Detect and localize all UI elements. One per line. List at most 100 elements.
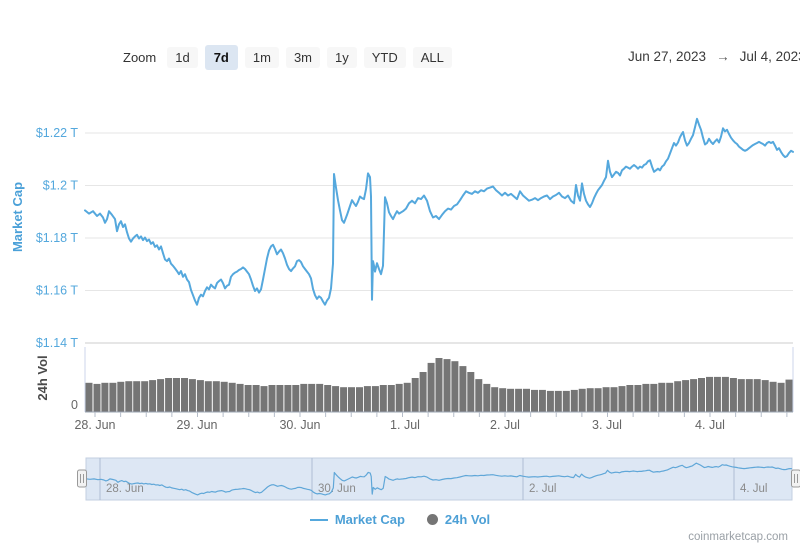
- zoom-button-7d[interactable]: 7d: [204, 44, 238, 70]
- volume-bar: [467, 372, 475, 412]
- volume-bar: [618, 386, 626, 412]
- watermark: coinmarketcap.com: [688, 531, 788, 543]
- volume-bar: [745, 379, 753, 412]
- volume-bar: [403, 382, 411, 412]
- zoom-button-1d[interactable]: 1d: [167, 46, 198, 68]
- volume-bar: [117, 381, 125, 412]
- volume-bar: [642, 383, 650, 412]
- y-axis-tick-label: $1.14 T: [36, 336, 79, 350]
- volume-bar: [586, 388, 594, 412]
- volume-bar: [165, 378, 173, 412]
- y-axis-title-marketcap: Market Cap: [10, 182, 25, 252]
- legend-label: 24h Vol: [444, 512, 491, 527]
- volume-bar: [706, 376, 713, 412]
- volume-bar: [698, 378, 705, 412]
- x-axis-day-label: 29. Jun: [176, 418, 217, 432]
- volume-bar: [777, 382, 785, 412]
- volume-bar: [531, 389, 538, 412]
- volume-bar: [499, 388, 507, 412]
- navigator-selected-range[interactable]: [85, 457, 793, 501]
- volume-bar: [658, 382, 666, 412]
- zoom-button-1m[interactable]: 1m: [244, 46, 279, 68]
- volume-bar: [483, 383, 491, 412]
- volume-bar: [316, 383, 324, 412]
- volume-bar: [546, 390, 554, 412]
- x-axis-day-label: 3. Jul: [592, 418, 622, 432]
- navigator-right-handle[interactable]: [791, 469, 800, 488]
- volume-bar: [570, 389, 578, 412]
- legend-label: Market Cap: [334, 512, 405, 527]
- navigator-day-label: 4. Jul: [740, 483, 768, 495]
- y-axis-tick-label: $1.22 T: [36, 126, 79, 140]
- volume-zero-label: 0: [71, 398, 78, 412]
- volume-bar: [292, 385, 300, 412]
- volume-bar: [610, 387, 618, 412]
- navigator-handle-grip[interactable]: [791, 469, 800, 488]
- volume-bar: [729, 378, 737, 412]
- volume-bar: [451, 361, 459, 412]
- volume-bar: [308, 383, 316, 412]
- volume-bar: [101, 382, 109, 412]
- line-marker-icon: [309, 518, 328, 521]
- navigator-series-path: [85, 462, 793, 496]
- volume-bar: [690, 379, 698, 412]
- navigator-left-handle[interactable]: [77, 469, 87, 488]
- volume-bar: [141, 381, 149, 412]
- volume-bar: [85, 382, 93, 412]
- date-range-to[interactable]: Jul 4, 2023: [739, 49, 800, 64]
- volume-bar: [713, 376, 721, 412]
- navigator-day-label: 28. Jun: [106, 483, 144, 495]
- marketcap-line: [84, 117, 794, 306]
- x-axis-day-label: 1. Jul: [390, 418, 420, 432]
- y-axis-tick-label: $1.2 T: [43, 179, 79, 193]
- marketcap-series-path[interactable]: [84, 117, 794, 306]
- volume-bar: [578, 388, 586, 412]
- volume-bar: [626, 385, 634, 412]
- volume-bar: [674, 381, 682, 412]
- volume-bar: [753, 379, 761, 412]
- volume-bar: [340, 387, 348, 412]
- chart-legend: Market Cap 24h Vol: [0, 512, 800, 527]
- zoom-button-ytd[interactable]: YTD: [363, 46, 406, 68]
- legend-item-24h-vol[interactable]: 24h Vol: [426, 512, 491, 527]
- volume-bar: [332, 386, 340, 412]
- volume-bar: [93, 383, 101, 412]
- volume-bar: [427, 362, 435, 412]
- zoom-button-all[interactable]: ALL: [412, 46, 452, 68]
- volume-bar: [220, 381, 228, 412]
- volume-bar: [188, 379, 196, 412]
- volume-bar: [769, 381, 777, 412]
- volume-bar: [634, 385, 642, 412]
- zoom-button-1y[interactable]: 1y: [327, 46, 357, 68]
- x-axis: 28. Jun 29. Jun 30. Jun 1. Jul 2. Jul 3. Jul 4…: [74, 411, 793, 432]
- volume-bar: [276, 385, 284, 412]
- volume-bar: [443, 359, 451, 412]
- volume-bar: [149, 380, 157, 412]
- volume-bar: [515, 388, 523, 412]
- volume-bar: [594, 388, 602, 412]
- volume-bar: [387, 385, 395, 412]
- date-range[interactable]: Jun 27, 2023 → Jul 4, 2023: [628, 49, 800, 64]
- zoom-button-3m[interactable]: 3m: [285, 46, 320, 68]
- date-range-from[interactable]: Jun 27, 2023: [628, 49, 707, 64]
- x-axis-day-label: 30. Jun: [279, 418, 320, 432]
- volume-bar: [173, 378, 180, 412]
- y-axis-tick-label: $1.16 T: [36, 284, 79, 298]
- volume-bar: [682, 380, 690, 412]
- volume-bar: [348, 387, 355, 412]
- volume-bar: [125, 381, 133, 412]
- volume-bar: [228, 382, 236, 412]
- legend-item-market-cap[interactable]: Market Cap: [309, 512, 405, 527]
- volume-bar: [411, 378, 419, 412]
- volume-bar: [507, 388, 515, 412]
- volume-bar: [196, 380, 204, 412]
- navigator[interactable]: 28. Jun 30. Jun 2. Jul 4. Jul: [85, 457, 793, 501]
- volume-bar: [268, 385, 276, 412]
- volume-bar: [419, 372, 427, 412]
- navigator-day-label: 2. Jul: [529, 483, 557, 495]
- volume-bar: [157, 379, 165, 412]
- volume-bar: [363, 386, 371, 412]
- navigator-handle-grip[interactable]: [77, 469, 87, 488]
- volume-bar: [284, 385, 292, 412]
